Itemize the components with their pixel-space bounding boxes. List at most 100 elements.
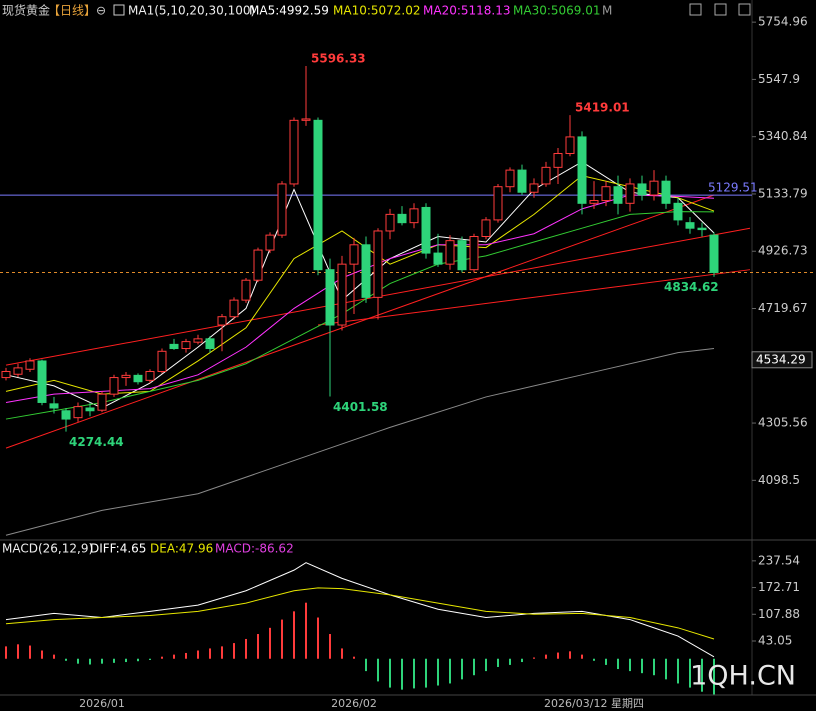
macd-bar: [665, 658, 667, 680]
low-label: 4274.44: [69, 435, 124, 449]
price-marker-label: 4534.29: [756, 352, 806, 366]
y-tick-label: 5547.9: [758, 72, 800, 86]
candle-body: [565, 136, 575, 155]
candle-body: [625, 183, 635, 204]
candle-body: [601, 186, 611, 202]
candle-body: [541, 166, 551, 185]
trend-line: [5, 194, 715, 449]
candle-body: [133, 374, 143, 383]
macd-bar: [593, 658, 595, 661]
macd-bar: [413, 658, 415, 689]
price-marker-box: [751, 351, 813, 369]
macd-bar: [389, 658, 391, 688]
candle-body: [409, 208, 419, 224]
macd-bar: [341, 648, 343, 659]
window-button[interactable]: [738, 3, 751, 16]
macd-bar: [101, 658, 103, 664]
macd-bar: [185, 652, 187, 659]
legend-entry: DEA:47.96: [150, 542, 213, 556]
candle-body: [493, 186, 503, 221]
x-tick-label: 2026/03/12 星期四: [544, 697, 644, 710]
trend-line: [317, 269, 751, 326]
macd-bar: [77, 658, 79, 664]
macd-bar: [65, 658, 67, 661]
period: 【日线】: [48, 4, 96, 18]
candle-body: [661, 180, 671, 204]
candle-body: [145, 370, 155, 381]
candle-body: [457, 240, 467, 271]
macd-bar: [257, 634, 259, 659]
candle-body: [685, 222, 695, 229]
macd-bar: [569, 651, 571, 659]
y-tick-label: 4719.67: [758, 301, 808, 315]
candle-body: [61, 410, 71, 420]
chart-title: 现货黄金: [2, 3, 50, 18]
candle-body: [97, 393, 107, 411]
macd-bar: [137, 658, 139, 662]
y-tick-label: 237.54: [758, 553, 800, 567]
candle-body: [13, 367, 23, 375]
legend-entry: MA10:5072.02: [333, 4, 421, 18]
macd-bar: [281, 619, 283, 659]
icon[interactable]: ⊖: [96, 4, 106, 18]
y-tick-label: 43.05: [758, 633, 792, 647]
candle-body: [361, 244, 371, 298]
macd-bar: [233, 643, 235, 659]
candle-body: [505, 169, 515, 188]
candle-body: [229, 299, 239, 318]
candle-body: [49, 403, 59, 409]
toolbar-label[interactable]: M: [602, 4, 612, 18]
candle-body: [181, 341, 191, 350]
ma-line: [5, 348, 715, 536]
y-tick-label: 5133.79: [758, 186, 808, 200]
ma-line: [5, 194, 715, 403]
window-button[interactable]: [689, 3, 702, 16]
macd-bar: [497, 658, 499, 667]
macd-bar: [329, 634, 331, 659]
macd-bar: [509, 658, 511, 665]
macd-bar: [401, 658, 403, 690]
candle-body: [37, 360, 47, 403]
indicator-icon[interactable]: [113, 4, 125, 16]
y-tick-label: 5340.84: [758, 129, 808, 143]
candle-body: [169, 343, 179, 350]
candle-body: [373, 230, 383, 298]
x-tick-label: 2026/02: [331, 697, 377, 710]
macd-bar: [113, 658, 115, 663]
candle-body: [637, 183, 647, 196]
window-button[interactable]: [714, 3, 727, 16]
macd-bar: [641, 658, 643, 674]
candle-body: [253, 249, 263, 281]
candle-body: [157, 350, 167, 372]
macd-bar: [173, 654, 175, 659]
macd-bar: [125, 658, 127, 663]
macd-bar: [5, 646, 7, 659]
macd-bar: [677, 658, 679, 684]
candle-body: [277, 183, 287, 236]
macd-bar: [557, 652, 559, 659]
candle-body: [553, 153, 563, 168]
macd-bar: [245, 638, 247, 659]
macd-line: [5, 562, 715, 658]
macd-bar: [209, 648, 211, 659]
y-tick-label: 107.88: [758, 607, 800, 621]
candle-body: [673, 202, 683, 221]
macd-bar: [533, 657, 535, 659]
macd-bar: [617, 658, 619, 670]
candle-body: [193, 338, 203, 343]
candle-body: [397, 213, 407, 224]
legend-entry: MA20:5118.13: [423, 4, 511, 18]
candle-body: [421, 206, 431, 254]
candle-body: [217, 316, 227, 326]
candle-body: [577, 136, 587, 204]
candle-body: [709, 234, 719, 273]
candle-body: [697, 227, 707, 231]
macd-line: [5, 587, 715, 640]
macd-bar: [689, 658, 691, 688]
candle-body: [301, 118, 311, 121]
candle-body: [349, 244, 359, 265]
macd-bar: [305, 602, 307, 659]
y-tick-label: 4926.73: [758, 244, 808, 258]
macd-bar: [353, 656, 355, 659]
legend-entry: MA30:5069.01: [513, 4, 601, 18]
